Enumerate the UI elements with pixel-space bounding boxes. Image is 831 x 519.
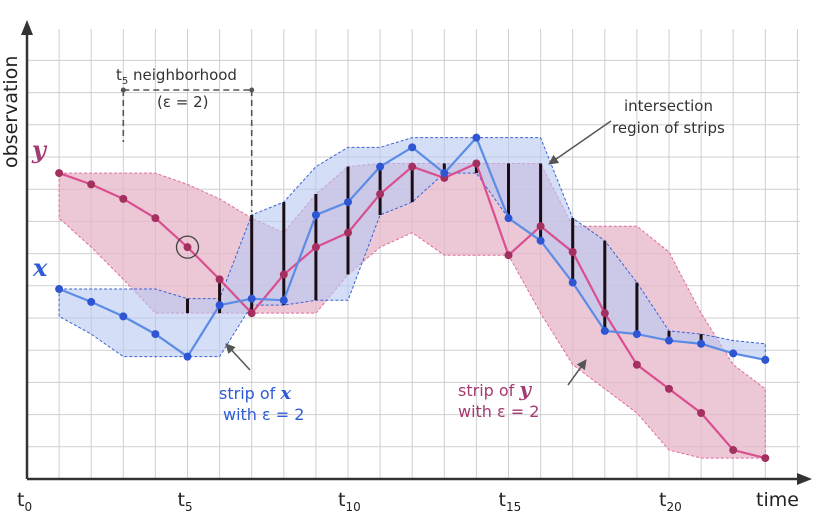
series-y-point [87, 180, 96, 189]
series-x-point [183, 352, 192, 361]
series-y-point [632, 360, 641, 369]
series-x-point [665, 336, 673, 345]
series-y-point [344, 228, 352, 237]
neighborhood-dot-right [249, 87, 255, 93]
series-x-point [344, 198, 352, 207]
strip-y-prefix: strip of [458, 381, 519, 400]
series-y-point [504, 251, 513, 260]
x-axis-title: time [756, 489, 799, 511]
x-tick-label: t15 [499, 489, 522, 514]
series-x-point [504, 214, 513, 223]
series-y-point [665, 384, 673, 393]
y-axis-title: observation [0, 56, 22, 168]
series-y-point [279, 270, 288, 279]
series-x-point [279, 296, 288, 305]
x-tick-label: t0 [17, 489, 32, 514]
x-tick-label: t20 [659, 489, 682, 514]
series-y-point [215, 275, 224, 284]
series-y-point [600, 309, 609, 318]
x-tick-label: t5 [178, 489, 193, 514]
neighborhood-epsilon: (ε = 2) [157, 93, 208, 111]
series-x-point [55, 285, 64, 294]
series-x-point [408, 143, 417, 152]
strip-x-arrow [225, 343, 251, 371]
strip-y-var: y [518, 377, 532, 401]
strip-x-prefix: strip of [219, 384, 280, 403]
series-y-point [697, 408, 706, 417]
series-y-point [568, 247, 577, 256]
strip-y-arrow [567, 359, 587, 386]
series-x-point [311, 210, 320, 219]
series-x-point [536, 236, 545, 245]
series-y-point [119, 194, 128, 203]
axes [21, 20, 812, 485]
series-x-point [697, 339, 706, 348]
intersection-arrow [548, 120, 612, 165]
highlight-ring [175, 235, 200, 259]
series-x-point [119, 312, 128, 321]
strip-x-label-line1: strip of x [219, 383, 291, 404]
series-y-point [472, 159, 481, 168]
series-x-point [632, 330, 641, 339]
t5-neighborhood-annotation: t5 neighborhood (ε = 2) [116, 66, 255, 212]
series-x-point [215, 301, 224, 310]
series-y-point [55, 169, 64, 178]
series-x-point [376, 162, 385, 171]
series-x-point [151, 330, 160, 339]
series-label-y: y [31, 135, 48, 164]
series-points [55, 133, 770, 463]
series-x-point [472, 133, 481, 142]
neighborhood-title-main: t [116, 66, 122, 84]
series-x-point [440, 169, 449, 178]
series-x-point [761, 355, 770, 364]
series-y-point [183, 243, 192, 252]
neighborhood-dot-left [120, 87, 126, 93]
strip-y-label-line1: strip of y [458, 377, 532, 401]
series-y-point [376, 190, 385, 199]
strip-x-label-line2: with ε = 2 [223, 405, 304, 424]
series-x-point [729, 349, 738, 358]
neighborhood-title: t5 neighborhood [116, 66, 237, 87]
series-y-point [536, 222, 545, 231]
series-x-point [87, 297, 96, 306]
y-axis-arrow [21, 20, 33, 35]
series-y-point [729, 446, 738, 455]
x-tick-labels: t0 t5 t10 t15 t20 [17, 489, 682, 514]
series-y-point [761, 454, 770, 463]
intersection-label-line2: region of strips [612, 119, 725, 137]
series-y-point [151, 214, 160, 223]
series-y-point [408, 162, 417, 171]
intersection-label-line1: intersection [624, 97, 713, 115]
series-x-point [568, 278, 577, 287]
series-y-point [247, 309, 256, 318]
series-x-point [247, 294, 256, 303]
strip-x-var: x [279, 383, 291, 404]
series-y-point [311, 243, 320, 252]
series-x-point [600, 326, 609, 335]
neighborhood-title-rest: neighborhood [128, 66, 237, 84]
series-label-x: x [32, 253, 48, 282]
strip-y-label-line2: with ε = 2 [458, 402, 539, 421]
x-tick-label: t10 [338, 489, 361, 514]
x-axis-arrow [797, 473, 812, 485]
neighborhood-title-sub: 5 [122, 76, 128, 87]
